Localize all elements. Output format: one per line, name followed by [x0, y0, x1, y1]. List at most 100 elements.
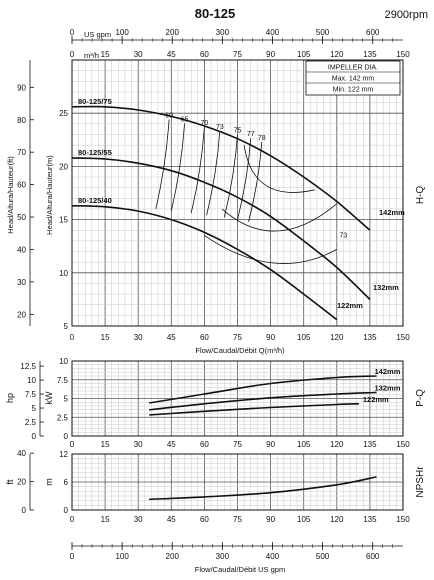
hq-series-label: 80-125/75 [78, 97, 112, 106]
hq-side-label: H-Q [415, 186, 426, 205]
npsh-curve [149, 476, 377, 501]
npsh-ylabel-m: m [44, 478, 54, 486]
pq-kw-tick-label: 10 [59, 357, 68, 366]
pq-ylabel-kw: kW [44, 391, 54, 405]
npsh-ft-tick-label: 40 [17, 449, 26, 458]
pq-flow-tick-label: 30 [134, 440, 143, 449]
efficiency-label: 65 [181, 116, 189, 123]
top-gpm-tick-label: 0 [70, 28, 75, 37]
hq-m-tick-label: 5 [64, 322, 69, 331]
hq-ft-tick-label: 80 [17, 116, 26, 125]
pq-flow-tick-label: 135 [363, 440, 377, 449]
npsh-flow-tick-label: 15 [101, 515, 110, 524]
top-flow-tick-label: 90 [266, 50, 275, 59]
hq-flow-tick-label: 90 [266, 333, 275, 342]
top-flow-tick-label: 135 [363, 50, 377, 59]
bottom-gpm-tick-label: 400 [266, 552, 280, 561]
efficiency-line [206, 130, 221, 216]
flow-axis-label: Flow/Caudal/Débit Q(m³/h) [195, 346, 285, 355]
top-flow-tick-label: 150 [396, 50, 410, 59]
bottom-gpm-tick-label: 500 [316, 552, 330, 561]
hq-ft-tick-label: 50 [17, 213, 26, 222]
hq-flow-tick-label: 135 [363, 333, 377, 342]
hq-ylabel-ft: Head/Altura/Hauteur(ft) [6, 156, 15, 234]
top-flow-tick-label: 75 [233, 50, 242, 59]
efficiency-label: 77 [247, 131, 255, 138]
efficiency-line [170, 123, 185, 212]
top-flow-tick-label: 0 [70, 50, 75, 59]
pq-curve-0 [149, 375, 377, 404]
hq-ft-tick-label: 40 [17, 245, 26, 254]
top-gpm-tick-label: 400 [266, 28, 280, 37]
chart-title: 80-125 [195, 6, 235, 21]
pq-frame [71, 360, 404, 437]
impeller-box-min: Min. 122 mm [333, 87, 374, 94]
hq-m-tick-label: 10 [59, 269, 68, 278]
curves [71, 105, 377, 501]
hq-curve-end-label: 132mm [373, 283, 399, 292]
pq-flow-tick-label: 60 [200, 440, 209, 449]
hq-flow-tick-label: 15 [101, 333, 110, 342]
hq-flow-tick-label: 60 [200, 333, 209, 342]
pq-hp-tick-label: 5 [32, 404, 37, 413]
hq-flow-tick-label: 150 [396, 333, 410, 342]
bottom-gpm-tick-label: 300 [216, 552, 230, 561]
efficiency-line [223, 134, 238, 218]
speed-label: 2900rpm [385, 9, 428, 21]
pq-curve-2 [149, 403, 359, 416]
top-flow-tick-label: 45 [167, 50, 176, 59]
hq-ft-tick-label: 20 [17, 310, 26, 319]
hq-flow-tick-label: 120 [330, 333, 344, 342]
hq-curve-end-label: 142mm [379, 208, 405, 217]
npsh-flow-tick-label: 75 [233, 515, 242, 524]
pq-series-label: 142mm [375, 367, 401, 376]
pq-flow-tick-label: 90 [266, 440, 275, 449]
efficiency-label: 75 [234, 127, 242, 134]
hq-flow-tick-label: 105 [297, 333, 311, 342]
efficiency-label: 70 [201, 120, 209, 127]
pq-flow-tick-label: 45 [167, 440, 176, 449]
efficiency-label: 73 [216, 124, 224, 131]
impeller-box-max: Max. 142 mm [332, 76, 375, 83]
hq-flow-tick-label: 75 [233, 333, 242, 342]
pq-kw-tick-label: 5 [64, 395, 69, 404]
hq-flow-tick-label: 45 [167, 333, 176, 342]
hq-curve-2 [71, 205, 338, 321]
hq-series-label: 80-125/55 [78, 148, 112, 157]
hq-m-tick-label: 20 [59, 162, 68, 171]
npsh-m-tick-label: 0 [64, 506, 69, 515]
top-gpm-tick-label: 500 [316, 28, 330, 37]
gpm-axis-label: Flow/Caudal/Débit US gpm [195, 565, 285, 574]
hq-curve-1 [71, 157, 371, 300]
bottom-gpm-tick-label: 100 [115, 552, 129, 561]
efficiency-line [155, 119, 170, 210]
top-flow-tick-label: 15 [101, 50, 110, 59]
pq-flow-tick-label: 15 [101, 440, 110, 449]
hq-m-tick-label: 25 [59, 109, 68, 118]
npsh-flow-tick-label: 45 [167, 515, 176, 524]
npsh-flow-tick-label: 0 [70, 515, 75, 524]
pq-flow-tick-label: 105 [297, 440, 311, 449]
npsh-flow-tick-label: 90 [266, 515, 275, 524]
top-flow-tick-label: 120 [330, 50, 344, 59]
bottom-gpm-tick-label: 0 [70, 552, 75, 561]
pq-series-label: 132mm [375, 384, 401, 393]
npsh-m-tick-label: 6 [64, 478, 69, 487]
npsh-flow-tick-label: 120 [330, 515, 344, 524]
npsh-flow-tick-label: 60 [200, 515, 209, 524]
hq-ft-tick-label: 70 [17, 148, 26, 157]
npsh-ylabel-ft: ft [5, 479, 15, 485]
pq-ylabel-hp: hp [5, 393, 15, 403]
efficiency-line [190, 127, 205, 214]
efficiency-label: 60 [165, 113, 173, 120]
top-flow-tick-label: 105 [297, 50, 311, 59]
npsh-flow-tick-label: 150 [396, 515, 410, 524]
pq-flow-tick-label: 0 [70, 440, 75, 449]
hq-ylabel-m: Head/Altura/Hauteur(m) [45, 155, 54, 235]
bottom-gpm-tick-label: 600 [366, 552, 380, 561]
pq-side-label: P-Q [415, 389, 426, 407]
efficiency-line [248, 141, 263, 222]
npsh-flow-tick-label: 135 [363, 515, 377, 524]
pq-hp-tick-label: 7.5 [25, 390, 37, 399]
